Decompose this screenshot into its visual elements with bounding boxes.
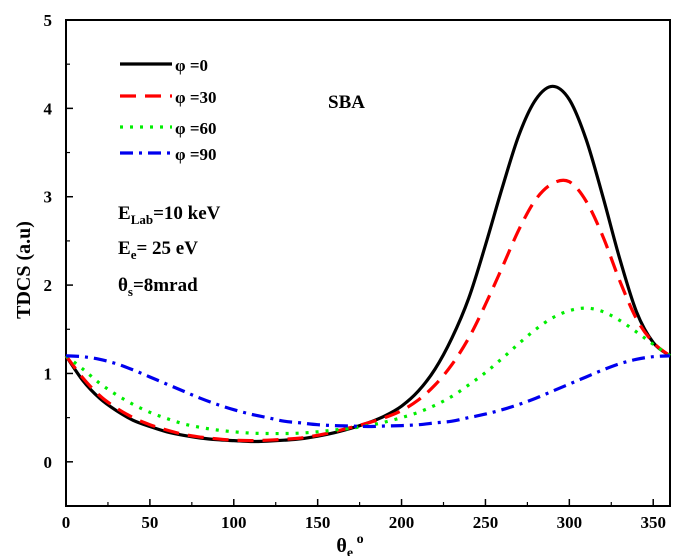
x-tick-label: 0	[62, 513, 71, 532]
parameter-annotations: ELab=10 keV Ee= 25 eV θs=8mrad	[118, 203, 221, 299]
y-tick-label: 1	[44, 364, 53, 383]
x-tick-label: 150	[305, 513, 331, 532]
y-tick-label: 2	[44, 276, 53, 295]
y-tick-label: 5	[44, 11, 53, 30]
theta-s-annotation: θs=8mrad	[118, 275, 198, 299]
y-tick-label: 3	[44, 188, 53, 207]
series-line-0	[64, 84, 671, 444]
legend-label-phi-90: φ =90	[175, 145, 217, 164]
legend-label-phi-60: φ =60	[175, 119, 217, 138]
axes: 0 50 100 150 200 250 300 350 0 1 2 3 4 5	[44, 11, 671, 532]
series-line-3	[65, 354, 671, 429]
y-tick-label: 0	[44, 453, 53, 472]
x-tick-label: 100	[221, 513, 247, 532]
legend-label-phi-0: φ =0	[175, 56, 208, 75]
x-tick-label: 350	[640, 513, 666, 532]
y-axis-title: TDCS (a.u)	[13, 221, 35, 319]
series-layer	[64, 84, 671, 444]
series-line-2	[65, 306, 671, 436]
x-tick-label: 250	[473, 513, 499, 532]
x-tick-label: 300	[557, 513, 583, 532]
elab-annotation: ELab=10 keV	[118, 203, 221, 227]
x-axis-title: θe o	[336, 532, 363, 556]
legend-label-phi-30: φ =30	[175, 88, 217, 107]
ee-annotation: Ee= 25 eV	[118, 238, 198, 262]
sba-label: SBA	[328, 92, 365, 113]
legend: φ =0 φ =30 φ =60 φ =90	[120, 56, 217, 164]
y-tick-label: 4	[44, 99, 53, 118]
series-line-1	[64, 178, 671, 443]
legend-samples	[120, 62, 172, 155]
plot-frame	[65, 19, 671, 507]
x-tick-label: 200	[389, 513, 415, 532]
x-tick-label: 50	[141, 513, 158, 532]
